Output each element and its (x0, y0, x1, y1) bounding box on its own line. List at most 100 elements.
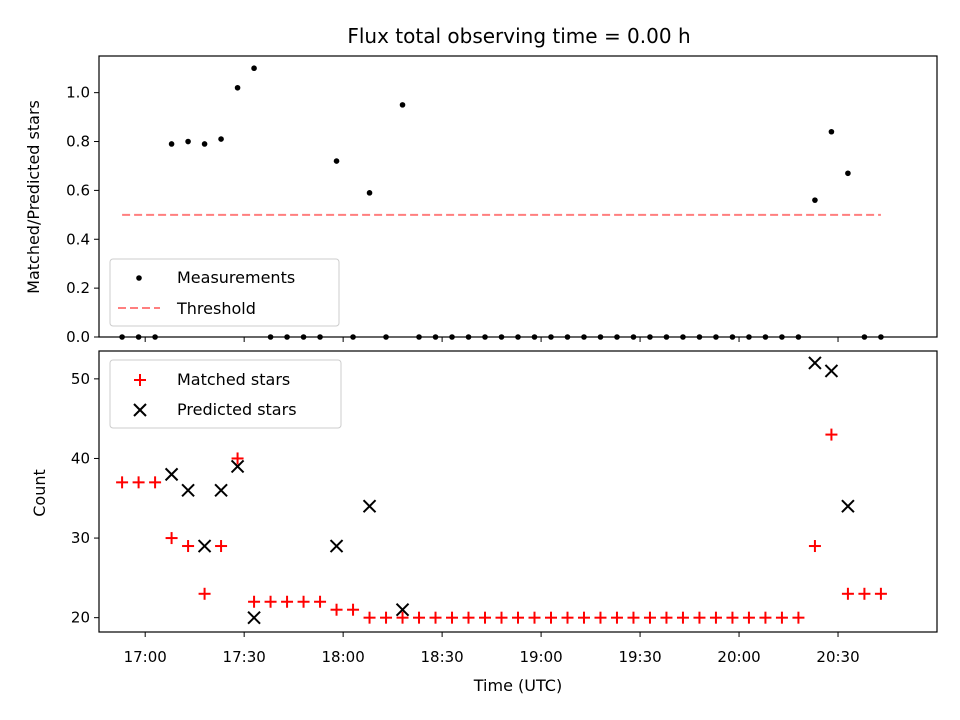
measurement-point (399, 102, 406, 108)
measurement-point (185, 138, 191, 145)
top-y-tick-label: 0.2 (66, 279, 90, 297)
matched-star-point (874, 587, 887, 600)
matched-star-point (281, 595, 294, 608)
x-tick-label: 18:30 (421, 648, 464, 666)
bottom-axes-frame (98, 350, 938, 633)
x-tick-label: 17:00 (124, 648, 167, 666)
x-tick-label: 19:30 (618, 648, 661, 666)
measurement-point (845, 170, 851, 177)
matched-star-point (479, 611, 492, 624)
x-tick-label: 18:00 (322, 648, 365, 666)
matched-star-point (198, 587, 211, 600)
measurement-point (218, 136, 224, 142)
matched-star-point (380, 611, 393, 624)
matched-star-point (594, 611, 607, 624)
matched-star-point (363, 611, 376, 624)
matched-star-point (446, 611, 459, 624)
top-y-tick-label: 0.4 (66, 230, 90, 248)
top-y-tick-label: 0.0 (66, 328, 90, 346)
matched-star-point (512, 611, 524, 624)
x-tick-label: 20:00 (717, 648, 760, 666)
matched-star-point (413, 611, 426, 624)
top-y-tick-label: 1.0 (66, 84, 90, 102)
matched-star-point (215, 540, 228, 553)
bottom-plot-area (116, 356, 887, 625)
predicted-star-point (247, 610, 261, 625)
legend-matched-marker (134, 374, 146, 386)
matched-star-point (841, 587, 854, 600)
top-legend-box (109, 258, 340, 327)
matched-star-point (759, 611, 772, 624)
matched-star-point (808, 540, 821, 553)
x-axis-label: Time (UTC) (473, 676, 562, 695)
matched-star-point (149, 476, 162, 489)
matched-star-point (858, 587, 871, 600)
predicted-star-point (841, 499, 855, 513)
matched-star-point (116, 476, 129, 489)
matched-star-point (330, 603, 343, 616)
matched-star-point (297, 595, 310, 608)
legend-predicted-label: Predicted stars (177, 400, 297, 419)
predicted-star-point (197, 539, 212, 553)
matched-star-point (792, 611, 805, 624)
matched-star-point (561, 611, 574, 624)
matched-star-point (693, 611, 706, 624)
legend-measurements-marker (136, 275, 142, 281)
measurement-point (201, 141, 208, 147)
matched-star-point (347, 603, 360, 616)
predicted-star-point (329, 539, 344, 553)
measurement-point (168, 141, 175, 147)
matched-star-point (676, 611, 689, 624)
top-axes-frame (98, 55, 938, 338)
predicted-star-point (824, 364, 839, 378)
x-tick-label: 19:00 (519, 648, 562, 666)
measurement-point (251, 65, 257, 72)
top-y-tick-label: 0.8 (66, 133, 90, 151)
matched-star-point (726, 611, 739, 624)
matched-star-point (182, 540, 195, 553)
legend-predicted-marker (133, 403, 147, 417)
top-legend: Measurements Threshold (109, 258, 340, 327)
predicted-star-point (214, 483, 228, 498)
bottom-legend: Matched stars Predicted stars (109, 359, 342, 429)
matched-star-point (775, 611, 788, 624)
x-tick-label: 17:30 (223, 648, 266, 666)
predicted-star-point (181, 483, 195, 498)
matched-star-point (643, 611, 656, 624)
matched-star-point (396, 611, 409, 624)
matched-star-point (544, 611, 557, 624)
predicted-star-point (164, 467, 179, 482)
matched-star-point (709, 611, 722, 624)
matched-star-point (825, 428, 838, 441)
top-y-axis-label: Matched/Predicted stars (24, 100, 43, 294)
legend-threshold-label: Threshold (176, 299, 256, 318)
matched-star-point (660, 611, 673, 624)
predicted-star-point (395, 603, 410, 617)
matched-star-point (610, 611, 623, 624)
matched-star-point (627, 611, 640, 624)
bottom-legend-box (109, 359, 342, 429)
bottom-y-tick-label: 30 (71, 529, 90, 547)
matched-star-point (264, 595, 277, 608)
bottom-y-tick-label: 50 (71, 370, 90, 388)
matched-star-point (462, 611, 475, 624)
measurement-point (812, 197, 818, 203)
x-tick-label: 20:30 (816, 648, 859, 666)
predicted-star-point (362, 499, 377, 513)
legend-measurements-label: Measurements (177, 268, 295, 287)
bottom-y-tick-label: 40 (71, 449, 90, 467)
measurement-point (828, 128, 835, 135)
matched-star-point (248, 595, 261, 608)
top-y-tick-label: 0.6 (66, 181, 90, 199)
measurement-point (333, 158, 340, 164)
bottom-y-axis-label: Count (30, 469, 49, 517)
measurement-point (234, 84, 241, 91)
measurement-point (366, 190, 373, 196)
matched-star-point (165, 532, 178, 545)
matched-star-point (495, 611, 508, 624)
legend-matched-label: Matched stars (177, 370, 290, 389)
matched-star-point (231, 452, 244, 465)
matched-star-point (314, 595, 327, 608)
predicted-star-point (230, 459, 245, 474)
